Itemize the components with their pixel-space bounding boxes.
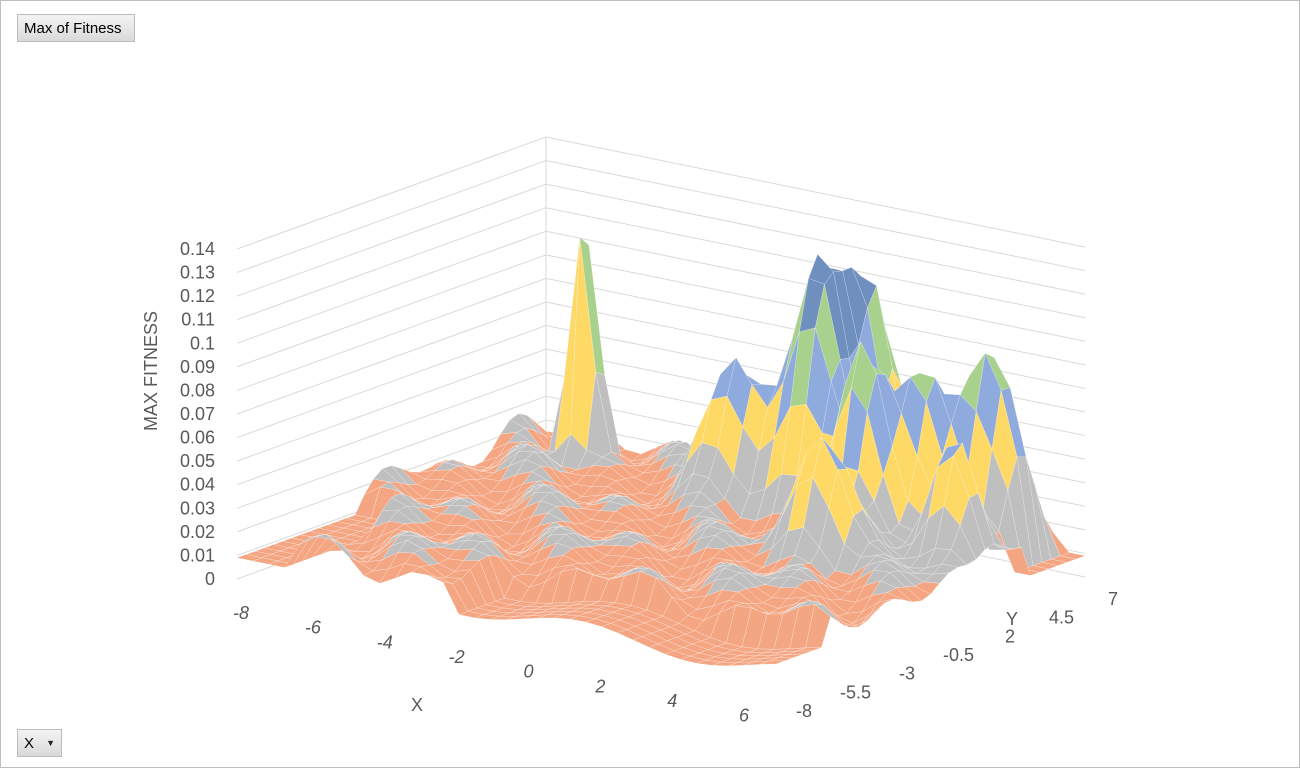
surface-cell xyxy=(823,604,849,628)
x-axis-title: X xyxy=(411,695,423,715)
wall-gridline xyxy=(236,207,1086,321)
z-tick-label: 0.1 xyxy=(190,333,215,353)
z-tick-label: 0.05 xyxy=(180,451,215,471)
surface-cell xyxy=(968,492,995,550)
y-tick-label: -5.5 xyxy=(840,682,871,702)
surface-cell xyxy=(760,660,786,665)
z-tick-label: 0.02 xyxy=(180,522,215,542)
z-tick-label: 0.03 xyxy=(180,498,215,518)
z-axis-title: MAX FITNESS xyxy=(141,311,161,431)
z-tick-label: 0.09 xyxy=(180,357,215,377)
z-tick-label: 0.12 xyxy=(180,286,215,306)
surface-plot xyxy=(236,236,1086,667)
y-tick-label: 4.5 xyxy=(1049,608,1074,628)
value-field-button[interactable]: Max of Fitness xyxy=(17,14,135,42)
wall-gridline xyxy=(236,230,1086,344)
surface-cell xyxy=(1040,558,1068,566)
y-axis-title: Y xyxy=(1006,609,1018,629)
x-tick-label: 0 xyxy=(523,662,533,682)
surface-cell xyxy=(1022,565,1050,573)
z-tick-label: 0.04 xyxy=(180,475,215,495)
x-tick-label: 2 xyxy=(594,676,605,696)
z-tick-label: 0.11 xyxy=(181,310,215,330)
wall-gridline xyxy=(236,183,1086,297)
wall-gridline xyxy=(236,254,1086,368)
wall-gridline xyxy=(236,160,1086,274)
surface-cell xyxy=(895,586,922,603)
z-tick-label: 0.08 xyxy=(180,380,215,400)
surface-cell xyxy=(941,549,968,568)
surface-cell xyxy=(1031,562,1059,570)
caret-down-icon: ▼ xyxy=(46,738,55,748)
y-tick-label: -0.5 xyxy=(943,645,974,665)
tick-labels: 0 0.01 0.02 0.03 0.04 0.05 0.06 0.07 0.08 0.09 0.1… xyxy=(180,239,1118,726)
surface-cell xyxy=(923,572,950,584)
x-tick-label: -4 xyxy=(377,632,393,652)
x-tick-label: -2 xyxy=(449,647,465,667)
surface-cell xyxy=(1005,546,1031,576)
x-field-label: X xyxy=(24,734,35,752)
value-field-label: Max of Fitness xyxy=(24,19,122,37)
wall-gridline xyxy=(236,136,1086,250)
x-tick-label: -6 xyxy=(305,618,322,638)
z-tick-label: 0.14 xyxy=(180,239,215,259)
y-tick-label: 7 xyxy=(1108,589,1118,609)
surface-cell xyxy=(978,493,1004,547)
x-tick-label: 6 xyxy=(739,706,750,726)
z-tick-label: 0.06 xyxy=(180,428,215,448)
surface-cell xyxy=(914,581,941,595)
z-tick-label: 0.01 xyxy=(180,545,215,565)
x-tick-label: -8 xyxy=(233,603,249,623)
surface-cell xyxy=(904,585,931,602)
y-tick-label: -8 xyxy=(796,701,812,721)
y-tick-label: -3 xyxy=(899,664,915,684)
y-tick-label: 2 xyxy=(1005,626,1015,646)
x-tick-label: 4 xyxy=(667,691,677,711)
z-tick-label: 0 xyxy=(205,569,215,589)
z-tick-label: 0.13 xyxy=(180,263,215,283)
z-tick-label: 0.07 xyxy=(180,404,215,424)
wall-gridline xyxy=(236,277,1086,391)
surface-cell xyxy=(996,545,1022,551)
x-field-button[interactable]: X ▼ xyxy=(17,729,62,757)
